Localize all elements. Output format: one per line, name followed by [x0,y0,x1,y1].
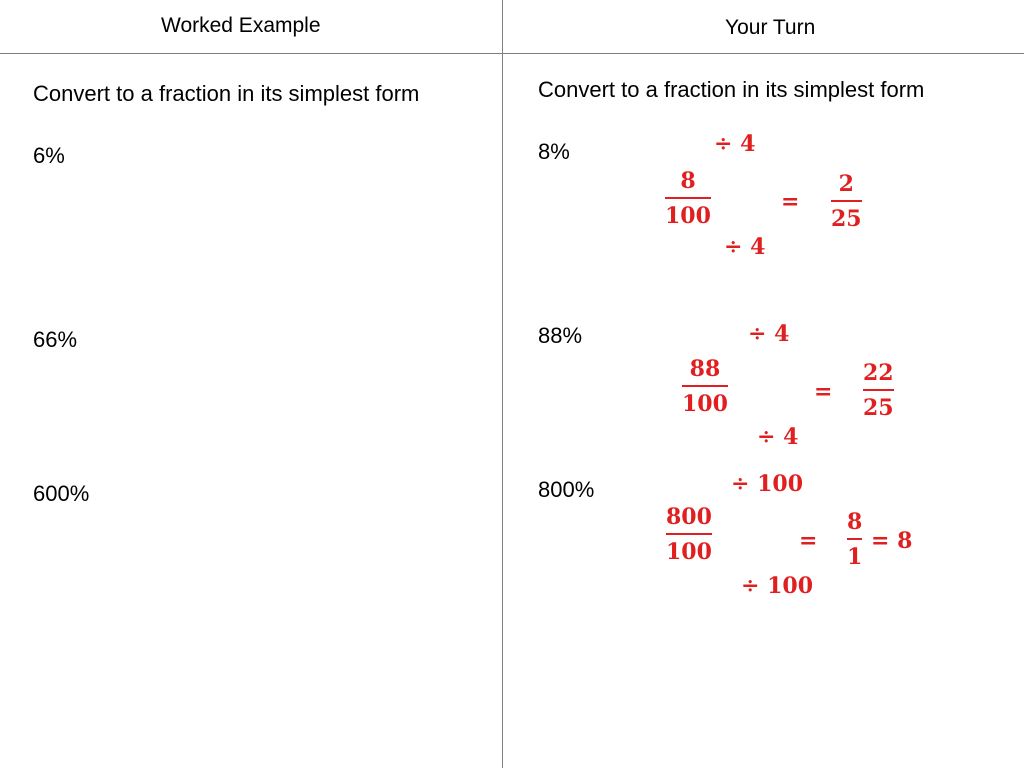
q3-denominator: 100 [666,539,712,565]
q1-answer-denominator: 25 [831,206,862,232]
column-divider [502,0,503,768]
q1-answer-fraction: 2 25 [831,171,862,232]
q3-answer-denominator: 1 [847,544,863,570]
q1-answer-fraction-bar [831,200,862,202]
q2-answer-fraction: 22 25 [863,360,894,421]
q3-divisor-top: ÷ 100 [731,471,804,497]
q1-denominator: 100 [665,203,711,229]
q3-answer-numerator: 8 [847,509,863,535]
header-divider [0,53,1024,54]
q1-answer-numerator: 2 [838,171,854,197]
q2-divisor-bottom: ÷ 4 [757,424,799,450]
right-question-8-percent: 8% [538,139,570,164]
q3-answer-fraction-bar [847,538,863,540]
q1-equals-sign: = [781,189,800,215]
q1-fraction: 8 100 [665,168,711,229]
left-question-600-percent: 600% [33,481,90,506]
q3-equals-sign: = [799,528,818,554]
q3-numerator: 800 [666,504,712,530]
left-instruction: Convert to a fraction in its simplest fo… [33,81,420,106]
q2-answer-numerator: 22 [863,360,894,386]
q3-divisor-bottom: ÷ 100 [741,573,814,599]
q2-fraction-bar [682,385,728,387]
q1-divisor-top: ÷ 4 [714,131,756,157]
q1-numerator: 8 [680,168,696,194]
q3-simplified-result: = 8 [871,528,913,554]
right-question-800-percent: 800% [538,477,595,502]
q3-fraction: 800 100 [666,504,712,565]
q1-divisor-bottom: ÷ 4 [724,234,766,260]
q2-equals-sign: = [814,379,833,405]
q1-fraction-bar [665,197,711,199]
q2-divisor-top: ÷ 4 [748,321,790,347]
q2-numerator: 88 [689,356,721,382]
q2-answer-fraction-bar [863,389,894,391]
left-question-66-percent: 66% [33,327,78,352]
q2-fraction: 88 100 [682,356,728,417]
q3-fraction-bar [666,533,712,535]
right-instruction: Convert to a fraction in its simplest fo… [538,77,925,102]
left-question-6-percent: 6% [33,143,65,168]
q2-denominator: 100 [682,391,728,417]
q3-answer-fraction: 8 1 [847,509,863,570]
right-question-88-percent: 88% [538,323,583,348]
header-worked-example: Worked Example [161,14,321,37]
q2-answer-denominator: 25 [863,395,894,421]
header-your-turn: Your Turn [725,16,816,39]
